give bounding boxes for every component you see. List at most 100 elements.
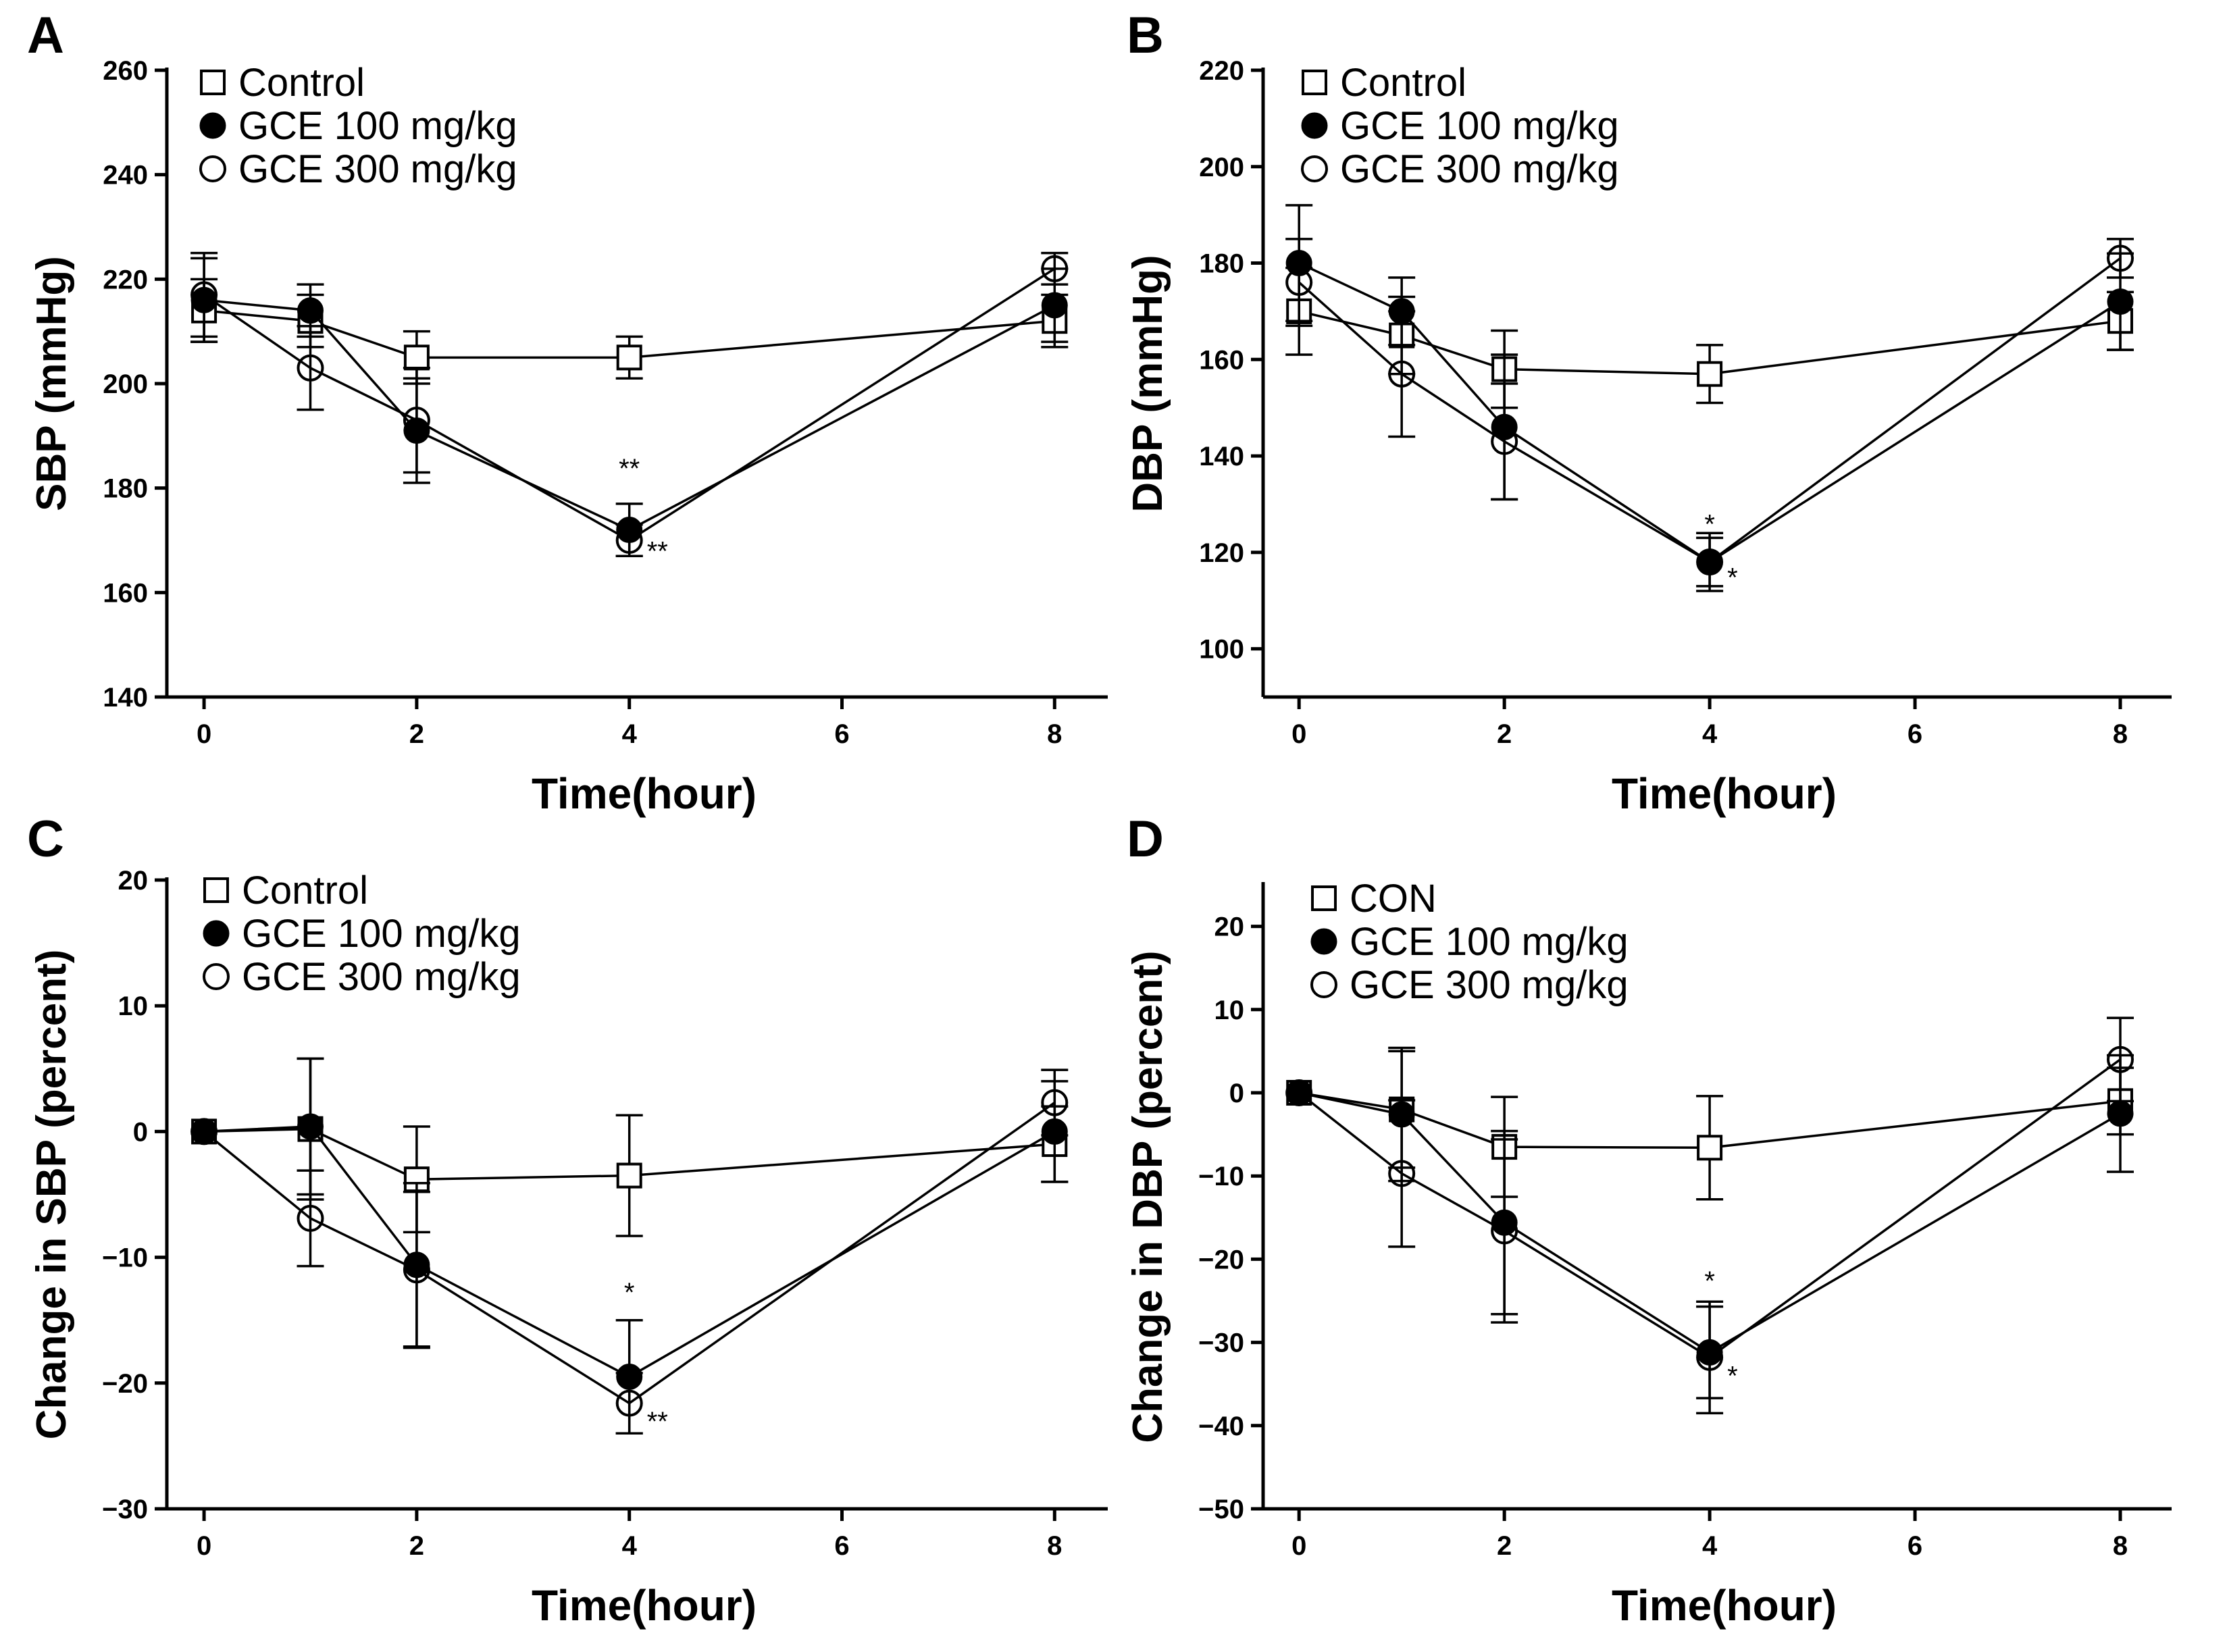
panel-letter-d: D [1127, 810, 1164, 868]
panel-letter-b: B [1127, 7, 1164, 64]
x-axis-title: Time(hour) [532, 1581, 757, 1630]
x-tick-label: 2 [409, 719, 424, 749]
y-tick-label: 10 [118, 991, 149, 1021]
data-point [1388, 1160, 1416, 1187]
significance-marker: ** [647, 537, 668, 567]
data-point [297, 354, 324, 382]
y-tick-label: −10 [102, 1243, 148, 1273]
y-tick-label: 200 [103, 369, 148, 399]
data-point [297, 1113, 324, 1140]
data-point [403, 344, 430, 371]
significance-marker: * [1704, 1266, 1715, 1296]
data-point [403, 1256, 430, 1284]
x-tick-label: 4 [1702, 1531, 1718, 1561]
y-tick-label: 240 [103, 161, 148, 190]
legend-entry: Control [1340, 61, 1466, 105]
data-point [1041, 1089, 1069, 1116]
significance-marker: * [1704, 509, 1715, 539]
x-tick-label: 0 [197, 719, 211, 749]
data-point [1041, 255, 1069, 282]
data-point [616, 1162, 642, 1189]
legend-marker [1310, 971, 1337, 998]
chart-panel-b: B 100 120 140 160 180 200 220 0 2 4 6 8 Time(hour) DBP… [1125, 7, 2172, 818]
chart-panel-a: A 140 160 180 200 220 240 260 0 2 4 6 8 Time(hour) SBP… [27, 7, 1108, 818]
x-tick-label: 2 [1497, 1531, 1512, 1561]
series-2 [1285, 238, 2134, 592]
legend-marker [1301, 112, 1328, 139]
y-axis-title: Change in DBP (percent) [1125, 950, 1171, 1443]
data-point [1285, 1079, 1313, 1106]
x-axis-title: Time(hour) [1612, 769, 1837, 818]
series-line [203, 299, 1056, 532]
series-2 [190, 1068, 1069, 1435]
legend-entry: Control [242, 869, 368, 912]
y-tick-label: 0 [133, 1117, 148, 1147]
data-point [1491, 428, 1518, 455]
x-tick-label: 4 [622, 1531, 638, 1561]
chart-panel-d: D −50 −40 −30 −20 −10 0 10 20 0 2 4 6 8 Time(hour) Chan… [1125, 810, 2172, 1630]
data-point [1041, 292, 1068, 319]
data-point [403, 407, 430, 434]
significance-marker: * [1727, 563, 1738, 592]
y-tick-label: 220 [1199, 56, 1244, 86]
legend-marker [200, 70, 226, 95]
series-0 [191, 1057, 1069, 1237]
legend-entry: GCE 100 mg/kg [242, 912, 521, 956]
data-point [1285, 269, 1313, 296]
data-point [1697, 361, 1723, 387]
panel-letter-a: A [27, 7, 64, 64]
x-tick-label: 0 [1291, 719, 1306, 749]
y-tick-label: 140 [1199, 442, 1244, 471]
legend-marker [1301, 155, 1328, 182]
legend-entry: GCE 300 mg/kg [1350, 963, 1629, 1007]
significance-marker: ** [647, 1407, 668, 1437]
legend-entry: GCE 300 mg/kg [1340, 147, 1619, 191]
significance-marker: * [1727, 1361, 1738, 1391]
y-tick-label: 220 [103, 265, 148, 294]
series-2 [190, 251, 1069, 557]
series-line [203, 267, 1056, 542]
series-0 [1285, 266, 2134, 409]
data-point [190, 281, 218, 309]
chart-panel-c: C −30 −20 −10 0 10 20 0 2 4 6 8 Time(hour) Change in … [27, 810, 1108, 1630]
data-point [1491, 1217, 1518, 1245]
data-point [297, 1204, 324, 1232]
y-tick-label: 180 [1199, 249, 1244, 279]
y-tick-label: −30 [102, 1495, 148, 1524]
x-tick-label: 8 [1047, 1531, 1062, 1561]
y-tick-label: −40 [1198, 1412, 1244, 1441]
y-tick-label: −30 [1198, 1328, 1244, 1358]
data-point [1696, 1343, 1724, 1371]
data-point [2107, 288, 2134, 315]
y-tick-label: −50 [1198, 1495, 1244, 1524]
x-tick-label: 4 [622, 719, 638, 749]
legend-marker [199, 155, 226, 182]
legend-entry: CON [1350, 877, 1437, 921]
y-tick-label: 180 [103, 474, 148, 504]
y-axis-title: Change in SBP (percent) [28, 950, 75, 1440]
data-point [2107, 244, 2134, 272]
data-point [1697, 1135, 1723, 1161]
data-point [1696, 548, 1724, 576]
legend-marker [199, 112, 226, 139]
x-axis-title: Time(hour) [1612, 1581, 1837, 1630]
legend-marker [1302, 70, 1327, 95]
legend-entry: Control [238, 61, 365, 105]
y-axis-title: SBP (mmHg) [28, 256, 75, 511]
x-tick-label: 6 [1908, 1531, 1922, 1561]
y-tick-label: 160 [1199, 345, 1244, 375]
data-point [297, 297, 324, 324]
legend-entry: GCE 100 mg/kg [1350, 920, 1629, 964]
y-tick-label: 0 [1229, 1079, 1244, 1108]
legend-entry: GCE 100 mg/kg [1340, 104, 1619, 148]
data-point [2107, 1100, 2134, 1127]
y-tick-label: −20 [1198, 1245, 1244, 1274]
x-tick-label: 6 [834, 1531, 849, 1561]
y-tick-label: 160 [103, 578, 148, 608]
x-tick-label: 2 [409, 1531, 424, 1561]
x-axis-title: Time(hour) [532, 769, 757, 818]
legend-marker [203, 920, 230, 947]
